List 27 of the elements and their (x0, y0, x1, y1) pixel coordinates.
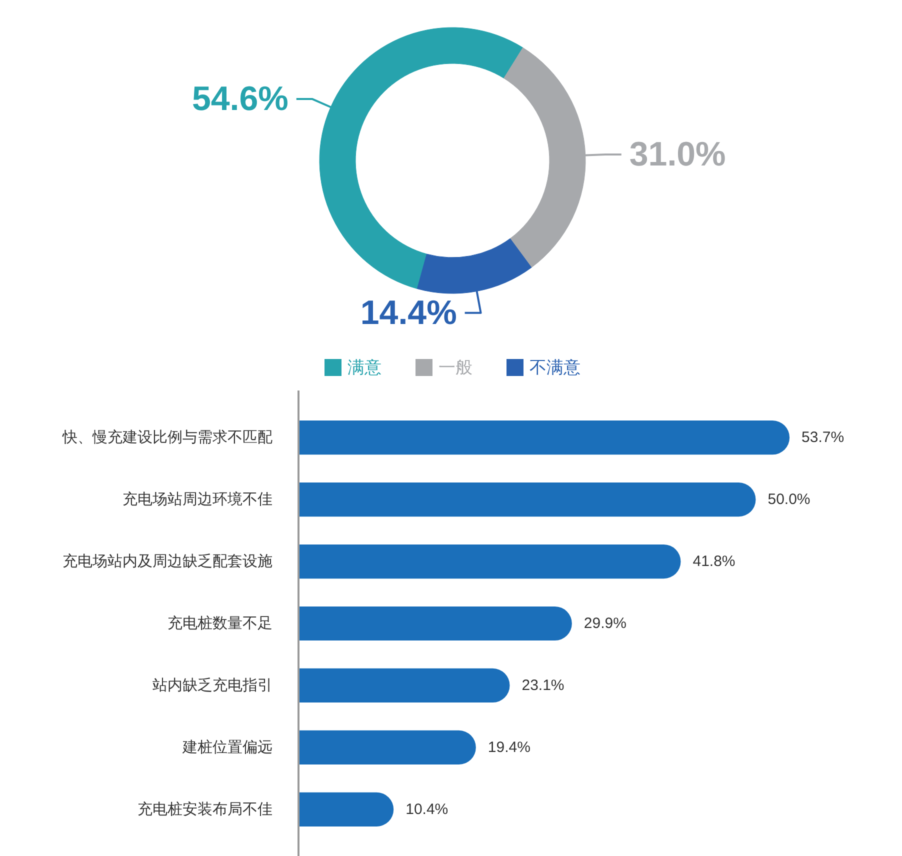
data-label: 54.6% (192, 80, 288, 118)
y-tick-label: 站内缺乏充电指引 (152, 676, 272, 694)
data-label: 23.1% (522, 676, 564, 694)
bar (298, 730, 476, 764)
y-tick-label: 充电场站内及周边缺乏配套设施 (62, 553, 272, 570)
bar (298, 792, 394, 826)
data-label: 53.7% (802, 429, 844, 446)
data-label: 31.0% (629, 136, 726, 174)
y-tick-label: 充电桩数量不足 (168, 615, 272, 632)
legend-label: 不满意 (530, 358, 580, 377)
data-label: 10.4% (406, 800, 448, 818)
y-tick-label: 充电桩安装布局不佳 (138, 800, 272, 818)
y-tick-label: 充电场站周边环境不佳 (122, 491, 272, 508)
data-label: 19.4% (488, 738, 530, 756)
bar (298, 668, 510, 703)
bar (298, 544, 681, 579)
data-label: 29.9% (584, 615, 626, 632)
y-tick-label: 快、慢充建设比例与需求不匹配 (62, 429, 272, 446)
data-label: 14.4% (360, 294, 457, 332)
y-tick-label: 建桩位置偏远 (182, 738, 272, 756)
bar (298, 482, 756, 517)
data-label: 50.0% (768, 491, 810, 508)
bar (298, 606, 572, 641)
legend-label: 一般 (438, 358, 472, 377)
legend-label: 满意 (348, 358, 382, 377)
data-label: 41.8% (692, 553, 736, 570)
bar (298, 420, 790, 455)
